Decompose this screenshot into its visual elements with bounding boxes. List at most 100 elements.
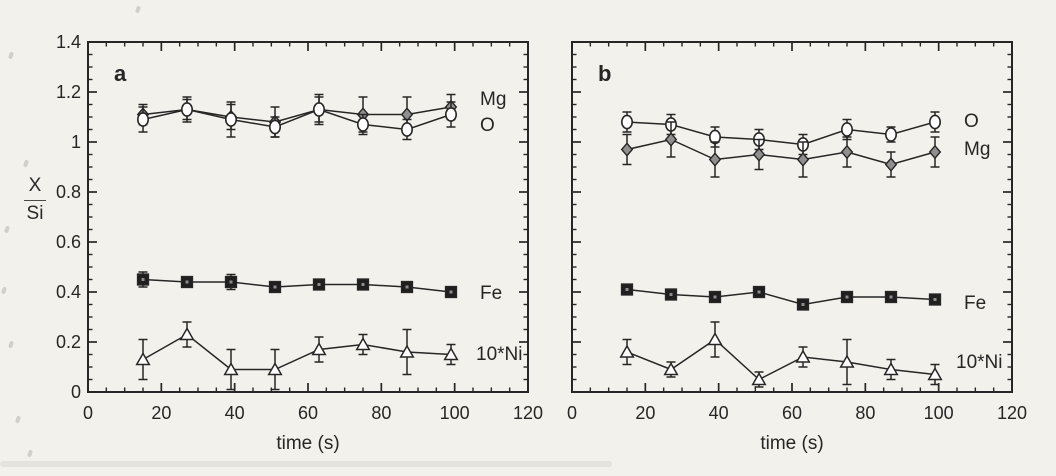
x-tick-label: 40 bbox=[225, 403, 245, 423]
data-point-10*Ni bbox=[707, 331, 723, 346]
data-point-Mg bbox=[664, 132, 678, 147]
series-line-Fe bbox=[626, 288, 936, 306]
data-point-Mg bbox=[752, 147, 766, 162]
marker-speckle bbox=[713, 295, 717, 299]
panel-letter: b bbox=[598, 61, 611, 86]
series-label-Mg: Mg bbox=[480, 89, 506, 110]
data-point-10*Ni bbox=[795, 349, 811, 363]
data-point-10*Ni bbox=[399, 344, 415, 358]
marker-speckle bbox=[185, 280, 189, 284]
y-tick-label: 0 bbox=[71, 382, 81, 402]
series-line-Mg bbox=[626, 138, 936, 166]
x-tick-label: 120 bbox=[997, 403, 1027, 423]
series-label-10*Ni: 10*Ni bbox=[956, 352, 1002, 373]
series-label-Fe: Fe bbox=[480, 283, 502, 304]
data-point-10*Ni bbox=[223, 361, 239, 376]
y-tick-label: 1.4 bbox=[56, 32, 81, 52]
y-axis-label-denominator: Si bbox=[26, 202, 44, 224]
x-tick-label: 0 bbox=[83, 403, 93, 423]
y-axis-fraction-label: X Si bbox=[18, 175, 52, 225]
x-tick-label: 60 bbox=[298, 403, 318, 423]
marker-speckle bbox=[273, 285, 277, 289]
data-point-10*Ni bbox=[619, 344, 635, 358]
x-axis-title: time (s) bbox=[760, 433, 823, 454]
x-tick-label: 80 bbox=[855, 403, 875, 423]
plot-frame bbox=[571, 41, 1013, 393]
marker-speckle bbox=[405, 285, 409, 289]
data-point-O bbox=[137, 112, 150, 127]
series-label-10*Ni: 10*Ni bbox=[476, 344, 522, 365]
data-point-Mg bbox=[928, 144, 942, 160]
data-point-Mg bbox=[840, 144, 854, 160]
scan-shading-band bbox=[0, 461, 613, 467]
data-point-O bbox=[444, 107, 457, 122]
data-point-O bbox=[268, 119, 281, 135]
x-tick-label: 40 bbox=[709, 403, 729, 423]
series-label-Fe: Fe bbox=[964, 293, 986, 314]
x-tick-label: 60 bbox=[782, 403, 802, 423]
data-point-O bbox=[620, 114, 633, 130]
data-point-Mg bbox=[884, 157, 898, 172]
series-line-10*Ni bbox=[142, 333, 452, 371]
marker-speckle bbox=[889, 295, 893, 299]
marker-speckle bbox=[933, 298, 937, 301]
data-point-10*Ni bbox=[751, 371, 767, 386]
data-point-O bbox=[225, 112, 238, 127]
data-point-O bbox=[840, 122, 853, 137]
data-point-10*Ni bbox=[135, 351, 151, 366]
x-axis-title: time (s) bbox=[276, 433, 339, 454]
marker-speckle bbox=[361, 283, 365, 286]
data-point-O bbox=[400, 122, 413, 137]
y-tick-label: 0.8 bbox=[56, 182, 81, 202]
series-label-O: O bbox=[964, 111, 979, 132]
data-point-Mg bbox=[620, 142, 634, 157]
data-point-O bbox=[356, 117, 369, 132]
y-tick-label: 0.6 bbox=[56, 232, 81, 252]
y-tick-label: 1.2 bbox=[56, 82, 81, 102]
marker-speckle bbox=[669, 293, 673, 296]
data-point-10*Ni bbox=[883, 361, 899, 376]
data-point-10*Ni bbox=[179, 326, 195, 341]
data-point-O bbox=[181, 102, 194, 117]
x-tick-label: 20 bbox=[151, 403, 171, 423]
x-tick-label: 100 bbox=[924, 403, 954, 423]
y-tick-label: 0.4 bbox=[56, 282, 81, 302]
data-point-O bbox=[928, 114, 941, 130]
marker-speckle bbox=[801, 303, 805, 306]
series-label-Mg: Mg bbox=[964, 139, 990, 160]
panel-letter: a bbox=[114, 61, 127, 86]
data-point-10*Ni bbox=[355, 336, 371, 351]
y-tick-label: 1 bbox=[71, 132, 81, 152]
x-tick-label: 120 bbox=[513, 403, 543, 423]
series-line-O bbox=[626, 121, 936, 146]
x-tick-label: 100 bbox=[440, 403, 470, 423]
data-point-Mg bbox=[708, 152, 722, 167]
data-point-10*Ni bbox=[663, 361, 679, 376]
plot-frame bbox=[87, 41, 529, 393]
x-tick-label: 80 bbox=[371, 403, 391, 423]
marker-speckle bbox=[141, 278, 145, 281]
marker-speckle bbox=[229, 280, 233, 284]
series-line-10*Ni bbox=[626, 338, 936, 381]
data-point-O bbox=[884, 127, 897, 142]
marker-speckle bbox=[845, 295, 849, 299]
data-point-Mg bbox=[796, 152, 810, 167]
data-point-10*Ni bbox=[927, 366, 943, 381]
fraction-bar-icon bbox=[24, 199, 46, 201]
data-point-O bbox=[312, 102, 325, 117]
marker-speckle bbox=[625, 288, 629, 291]
x-tick-label: 0 bbox=[567, 403, 577, 423]
data-point-10*Ni bbox=[267, 361, 283, 376]
y-axis-label-numerator: X bbox=[28, 175, 42, 196]
marker-speckle bbox=[317, 283, 321, 286]
series-label-O: O bbox=[480, 115, 495, 136]
data-point-10*Ni bbox=[839, 354, 855, 368]
marker-speckle bbox=[757, 290, 761, 294]
x-tick-label: 20 bbox=[635, 403, 655, 423]
data-point-10*Ni bbox=[443, 346, 459, 361]
series-line-Fe bbox=[142, 278, 452, 293]
marker-speckle bbox=[449, 290, 453, 294]
series-line-O bbox=[142, 108, 452, 131]
data-point-10*Ni bbox=[311, 341, 327, 356]
